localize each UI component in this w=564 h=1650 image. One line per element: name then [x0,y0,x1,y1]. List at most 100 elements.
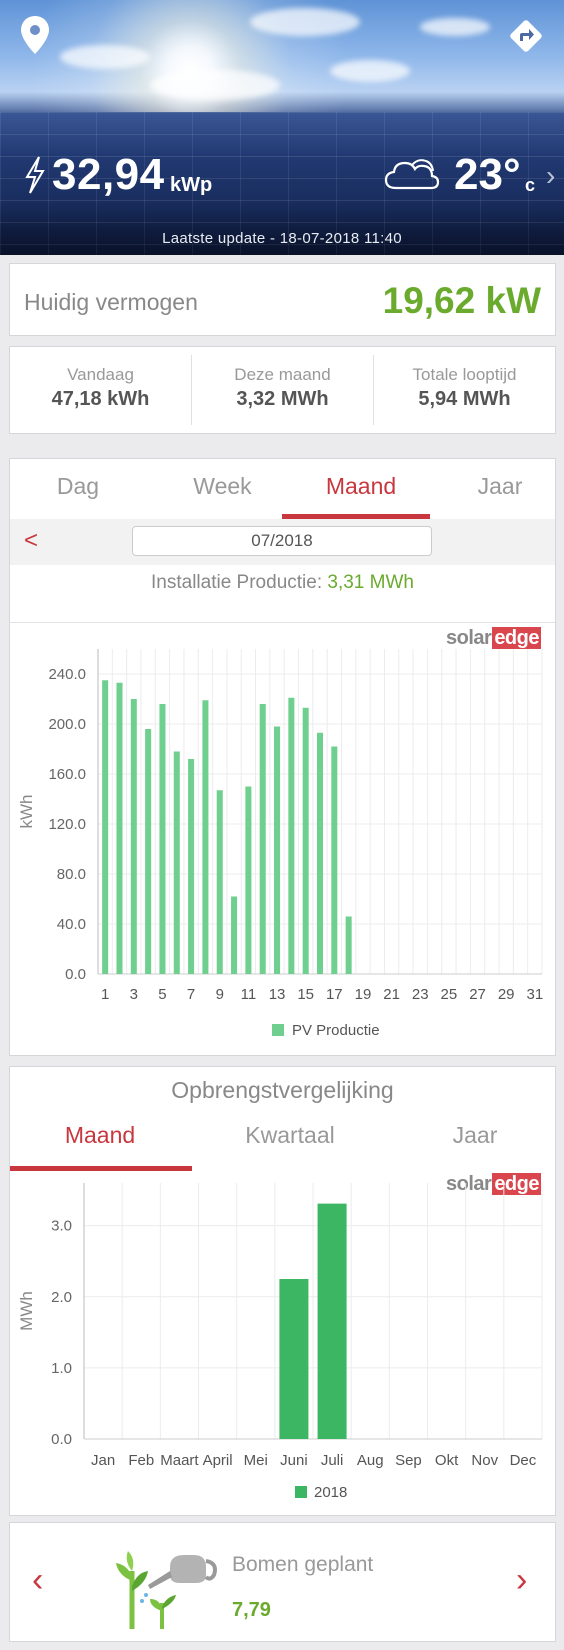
bar [317,1203,347,1439]
hero-next-arrow-icon[interactable]: › [546,160,556,191]
trees-next-arrow-icon[interactable]: › [516,1561,528,1599]
installation-production-label: Installatie Productie: [151,572,323,593]
cloud [150,70,280,100]
temperature-value: 23° [454,150,521,199]
current-power-card: Huidig vermogen 19,62 kW [9,263,556,336]
bar [145,729,152,974]
bar [188,759,195,974]
stat-title: Vandaag [67,365,134,384]
logo-solar: solar [446,627,492,649]
bar [259,704,266,974]
y-tick-label: 0.0 [65,966,86,983]
tab-year[interactable]: Jaar [477,473,523,499]
x-tick-label: 25 [441,986,458,1003]
solaredge-logo: solar edge [446,627,541,650]
installed-power-unit: kWp [170,174,213,196]
bar [130,699,137,974]
y-tick-label: 200.0 [48,716,86,733]
directions-icon[interactable] [506,16,546,56]
bar [216,790,223,974]
y-tick-label: 80.0 [57,866,86,883]
production-card: Dag Week Maand Jaar < 07/2018 Installati… [9,458,556,1056]
bar [116,682,123,974]
x-tick-label: Juli [321,1452,344,1469]
x-tick-label: Nov [471,1452,498,1469]
lightning-icon [25,156,45,194]
bar [159,704,166,974]
comparison-tab-year[interactable]: Jaar [452,1122,498,1148]
bar [231,896,238,974]
bar [274,726,281,974]
tab-week[interactable]: Week [193,473,252,499]
logo-edge: edge [492,627,541,649]
legend-swatch [295,1486,307,1498]
period-tabs: Dag Week Maand Jaar [10,459,555,519]
tab-month[interactable]: Maand [325,473,397,499]
y-tick-label: 240.0 [48,666,86,683]
monthly-comparison-chart: 0.0 1.0 2.0 3.0 MWh Jan Feb Maart April Mei Juni Ju… [17,1183,543,1501]
cloud [330,60,410,82]
x-tick-label: Maart [160,1452,199,1469]
bar [279,1279,309,1439]
trees-planted-value: 7,79 [232,1599,271,1621]
stat-value: 5,94 MWh [418,388,511,410]
cloud [250,8,360,36]
x-tick-label: Sep [395,1452,422,1469]
x-tick-label: Mei [244,1452,268,1469]
y-tick-label: 40.0 [57,916,86,933]
x-tick-label: April [203,1452,233,1469]
divider [10,622,555,623]
solar-panels-photo [0,112,564,255]
stat-this-month: Deze maand 3,32 MWh [192,355,374,425]
cloud [420,18,490,36]
comparison-active-tab-indicator [10,1166,192,1171]
last-update-text: Laatste update - 18-07-2018 11:40 [162,230,402,247]
stat-title: Deze maand [234,365,331,384]
x-tick-label: 19 [355,986,372,1003]
bar [302,707,309,974]
location-pin-icon[interactable] [18,14,52,56]
cloudy-weather-icon [384,159,440,190]
x-tick-label: 21 [383,986,400,1003]
x-tick-label: 23 [412,986,429,1003]
legend-label: 2018 [314,1484,347,1501]
bar [202,700,209,974]
bar [102,680,109,974]
x-tick-label: Juni [280,1452,308,1469]
x-tick-label: 31 [526,986,543,1003]
current-power-value: 19,62 kW [382,280,541,321]
y-tick-label: 0.0 [51,1431,72,1448]
x-tick-label: Aug [357,1452,384,1469]
temperature-unit: c [525,175,536,195]
bar [245,786,252,974]
bar [173,751,180,974]
y-tick-label: 160.0 [48,766,86,783]
y-axis-label: MWh [17,1291,36,1331]
solaredge-logo: solar edge [446,1173,541,1196]
x-tick-label: 3 [130,986,138,1003]
x-tick-label: 9 [216,986,224,1003]
installed-power-value: 32,94 [52,150,165,199]
energy-stats-card: Vandaag 47,18 kWh Deze maand 3,32 MWh To… [9,346,556,434]
x-tick-label: 1 [101,986,109,1003]
watering-trees-icon [116,1551,217,1629]
x-tick-label: Feb [128,1452,154,1469]
x-tick-label: 5 [158,986,166,1003]
active-tab-indicator [282,514,430,519]
x-tick-label: 29 [498,986,515,1003]
bar [288,697,295,974]
bar [345,916,352,974]
logo-edge: edge [492,1173,541,1195]
bar [316,732,324,974]
previous-period-button[interactable]: < [24,527,39,554]
tab-day[interactable]: Dag [56,473,100,499]
bar [331,746,338,974]
comparison-tab-quarter[interactable]: Kwartaal [245,1122,335,1148]
current-power-label: Huidig vermogen [24,289,198,315]
installation-production-value: 3,31 MWh [327,572,414,593]
comparison-tab-month[interactable]: Maand [64,1122,136,1148]
date-selector[interactable]: 07/2018 [132,526,432,556]
legend-swatch [272,1024,284,1036]
trees-prev-arrow-icon[interactable]: ‹ [32,1561,44,1599]
